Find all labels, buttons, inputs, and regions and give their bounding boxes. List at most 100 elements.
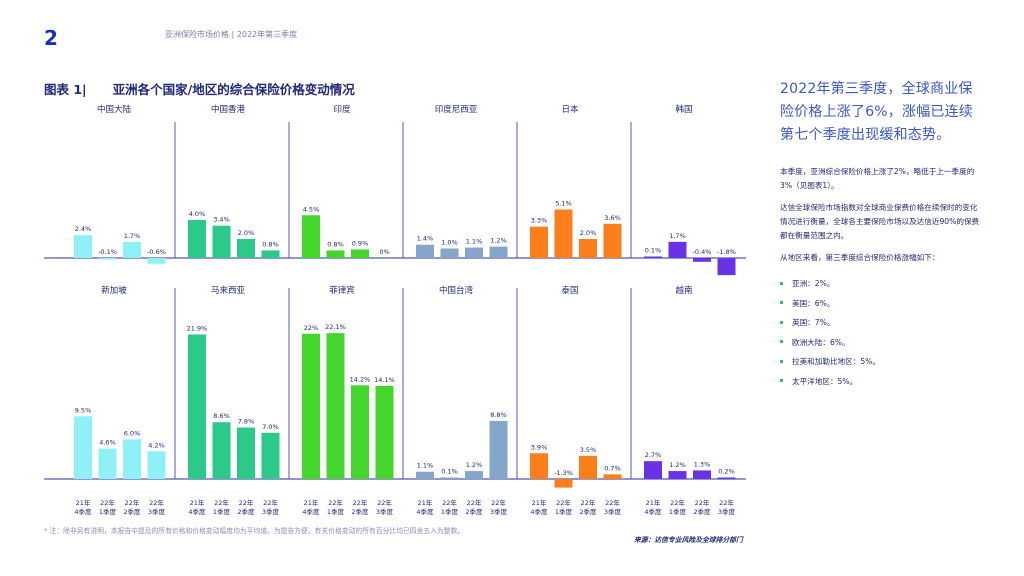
bar: [326, 250, 345, 258]
tick-label: 2季度: [123, 507, 141, 516]
bullet-icon: [780, 379, 783, 382]
bar: [375, 385, 394, 479]
data-label: 0.8%: [262, 240, 279, 248]
tick-label: 22年: [719, 498, 734, 507]
bar: [644, 256, 662, 258]
bar: [261, 432, 280, 479]
tick-label: 22年: [556, 498, 571, 507]
tick-label: 2季度: [351, 507, 369, 516]
data-label: 4.6%: [99, 439, 116, 447]
data-label: 2.4%: [75, 225, 92, 233]
data-label: 1.2%: [466, 461, 483, 469]
data-label: 4.5%: [303, 205, 320, 213]
data-label: 1.7%: [669, 232, 686, 240]
bar: [489, 420, 508, 479]
tick-label: 2季度: [237, 507, 255, 516]
tick-label: 22年: [125, 498, 140, 507]
data-label: 9.5%: [75, 406, 92, 414]
tick-label: 4季度: [416, 507, 434, 516]
tick-label: 21年: [304, 498, 319, 507]
bar: [603, 474, 622, 479]
panel-title: 马来西亚: [211, 286, 246, 296]
bar: [326, 333, 345, 479]
bar: [416, 471, 434, 479]
data-label: 14.1%: [374, 376, 395, 384]
data-label: 2.7%: [645, 451, 662, 459]
tick-label: 3季度: [718, 507, 736, 516]
bar: [237, 239, 255, 258]
bar: [98, 258, 117, 260]
tick-label: 2季度: [693, 507, 711, 516]
bar: [188, 220, 206, 258]
bar: [212, 422, 231, 479]
data-label: 1.1%: [417, 462, 434, 470]
data-label: 1.2%: [490, 237, 507, 245]
figure-heading: 亚洲各个国家/地区的综合保险价格变动情况: [112, 82, 355, 97]
panel-title: 中国台湾: [439, 285, 474, 296]
data-label: 8.8%: [490, 411, 507, 419]
tick-label: 22年: [353, 498, 368, 507]
tick-label: 22年: [442, 498, 457, 507]
bar: [603, 223, 622, 258]
tick-label: 1季度: [441, 507, 459, 516]
sidebar-headline: 2022年第三季度，全球商业保险价格上涨了6%，涨幅已连续第七个季度出现缓和态势…: [780, 81, 974, 143]
panel-title: 印度尼西亚: [435, 104, 478, 115]
bar: [212, 225, 231, 258]
data-label: 0.2%: [718, 468, 735, 476]
tick-label: 1季度: [327, 507, 345, 516]
panel-title: 新加坡: [101, 285, 127, 296]
bar: [579, 455, 597, 479]
bar: [237, 427, 255, 479]
tick-label: 22年: [214, 498, 229, 507]
list-item: 拉美和加勒比地区：5%。: [780, 355, 985, 375]
tick-label: 4季度: [74, 507, 92, 516]
tick-label: 2季度: [465, 507, 483, 516]
data-label: 3.5%: [580, 446, 597, 454]
bar: [465, 247, 483, 258]
data-label: 0.1%: [645, 247, 662, 255]
bullet-icon: [780, 340, 783, 343]
tick-label: 22年: [100, 498, 115, 507]
bar: [98, 448, 117, 479]
tick-label: 22年: [239, 498, 254, 507]
panel-title: 日本: [561, 104, 579, 115]
bullet-icon: [780, 301, 783, 304]
list-item: 亚洲：2%。: [780, 277, 985, 297]
data-label: 0%: [379, 248, 389, 256]
bar: [351, 249, 369, 258]
sidebar-paragraph-3: 从地区来看，第三季度综合保险价格涨幅如下：: [780, 253, 940, 262]
data-label: 1.7%: [124, 232, 141, 240]
header-title: 亚洲保险市场价格 | 2022年第三季度: [165, 30, 298, 39]
panel-title: 菲律宾: [329, 285, 355, 296]
tick-label: 4季度: [302, 507, 320, 516]
tick-label: 3季度: [490, 507, 508, 516]
data-label: 2.0%: [580, 229, 597, 237]
tick-label: 1季度: [213, 507, 231, 516]
data-label: 22%: [304, 324, 318, 332]
tick-label: 4季度: [530, 507, 548, 516]
data-label: 8.6%: [213, 412, 230, 420]
data-label: 2.0%: [238, 229, 255, 237]
data-label: 6.0%: [124, 429, 141, 437]
data-label: 0.8%: [327, 240, 344, 248]
bar: [644, 461, 662, 479]
bar: [261, 250, 280, 258]
data-label: -0.4%: [693, 248, 712, 256]
tick-label: 22年: [467, 498, 482, 507]
bullet-icon: [780, 281, 783, 285]
data-label: 3.3%: [531, 217, 548, 225]
bar: [302, 333, 320, 479]
data-label: 21.9%: [187, 324, 208, 332]
panel-title: 韩国: [675, 104, 692, 115]
panel-title: 泰国: [561, 285, 578, 296]
data-label: 7.8%: [238, 418, 255, 426]
bar: [693, 470, 711, 479]
tick-label: 1季度: [555, 507, 573, 516]
bar: [440, 248, 459, 258]
tick-label: 22年: [670, 498, 685, 507]
bar-chart-grid: 中国大陆 2.4% -0.1% 1.7% -0.6% 中国香港 4.0% 3.4% 2.0% 0.…: [44, 104, 746, 516]
panel-title: 中国大陆: [97, 104, 132, 115]
data-label: 4.0%: [189, 210, 206, 218]
data-label: 3.4%: [213, 216, 230, 224]
bar: [440, 477, 459, 479]
